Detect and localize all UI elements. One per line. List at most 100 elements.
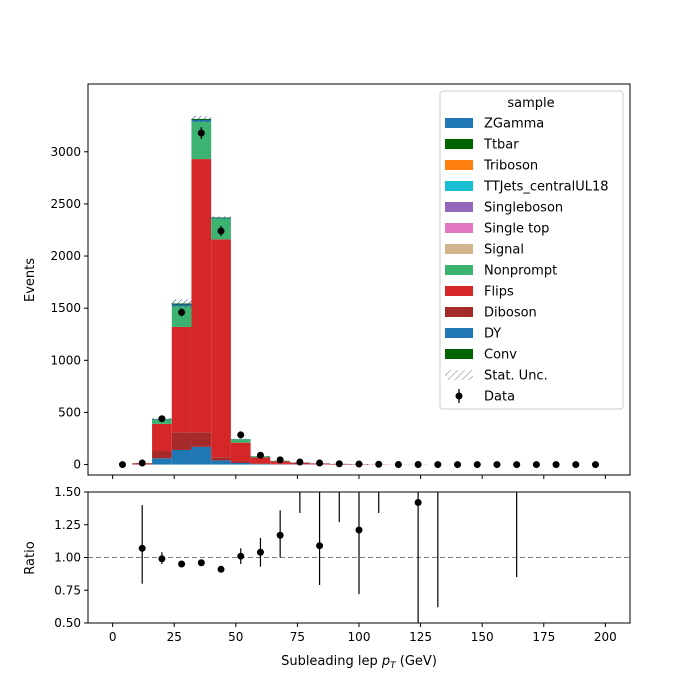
bar-dy-7: [250, 464, 271, 465]
bar-dy-2: [152, 458, 172, 465]
data-point-23: [572, 461, 580, 469]
data-point-11: [335, 460, 343, 468]
main-y-tick-label-1500: 1500: [50, 301, 81, 315]
legend-label-ttjets-centralul18: TTJets_centralUL18: [483, 180, 609, 195]
legend-swatch-single-top: [445, 223, 473, 233]
ratio-y-tick-label-1.5: 1.50: [54, 485, 81, 499]
legend-swatch-ttjets-centralul18: [445, 181, 473, 191]
data-point-24: [592, 461, 600, 469]
data-point-6: [237, 431, 245, 439]
bar-flips-5: [211, 239, 231, 458]
data-point-13: [375, 460, 383, 468]
ratio-point-6: [256, 548, 264, 556]
ratio-point-2: [178, 560, 186, 568]
ratio-point-0: [138, 544, 146, 552]
bar-dy-6: [230, 463, 251, 465]
ratio-point-3: [197, 559, 205, 567]
main-axes-frame: [87, 83, 631, 476]
ratio-x-tick-label-125: 125: [409, 630, 432, 644]
bar-diboson-7: [250, 463, 271, 465]
bar-nonprompt-3: [171, 306, 192, 327]
legend: sample ZGamma Ttbar Triboson TTJets_central…: [439, 90, 624, 410]
main-y-tick-label-500: 500: [58, 405, 81, 419]
legend-swatch-nonprompt: [445, 265, 473, 275]
stat-unc-band-4: [191, 115, 212, 123]
legend-swatch-signal: [445, 244, 473, 254]
legend-label-stat-unc-: Stat. Unc.: [484, 369, 548, 384]
x-axis-label-p: p: [381, 654, 390, 669]
data-point-18: [473, 461, 481, 469]
legend-label-triboson: Triboson: [483, 159, 538, 174]
bar-diboson-3: [171, 432, 192, 450]
bar-flips-4: [191, 159, 212, 433]
data-point-9: [296, 458, 304, 466]
data-point-7: [256, 451, 264, 459]
bar-diboson-5: [211, 457, 231, 461]
bar-diboson-4: [191, 432, 212, 447]
stack-bars: [132, 118, 428, 465]
bar-diboson-2: [152, 451, 172, 459]
legend-swatch-stat-unc: [445, 370, 473, 380]
legend-label-nonprompt: Nonprompt: [484, 264, 557, 279]
main-y-tick-label-3000: 3000: [50, 145, 81, 159]
main-y-label: Events: [23, 258, 38, 302]
stat-unc-band-6: [230, 438, 251, 440]
legend-title: sample: [507, 96, 554, 111]
legend-label-flips: Flips: [484, 285, 514, 300]
ratio-panel: 0.50 0.75 1.00 1.25 1.50 0 25 50 75 100 125 150 175…: [23, 485, 631, 671]
ratio-point-9: [316, 542, 324, 550]
legend-swatch-dy: [445, 328, 473, 338]
legend-label-single-top: Single top: [484, 222, 549, 237]
ratio-x-tick-label-150: 150: [471, 630, 494, 644]
data-point-5: [217, 227, 225, 235]
ratio-y-tick-label-1: 1.00: [54, 551, 81, 565]
ratio-point-7: [276, 531, 284, 539]
legend-label-dy: DY: [484, 327, 501, 342]
legend-frame: [439, 90, 624, 410]
data-point-15: [414, 460, 422, 468]
data-point-4: [197, 129, 205, 137]
data-point-12: [355, 460, 363, 468]
ratio-point-11: [355, 526, 363, 534]
legend-label-data: Data: [484, 390, 515, 405]
data-point-19: [493, 461, 501, 469]
ratio-x-tick-label-50: 50: [228, 630, 243, 644]
bar-flips-6: [230, 442, 251, 462]
bar-nonprompt-6: [230, 439, 251, 443]
main-y-tick-label-1000: 1000: [50, 353, 81, 367]
ratio-points: [138, 492, 518, 623]
ratio-y-tick-label-1.25: 1.25: [54, 518, 81, 532]
ratio-y-tick-label-0.5: 0.50: [54, 616, 81, 630]
legend-swatch-singleboson: [445, 202, 473, 212]
legend-label-zgamma: ZGamma: [484, 117, 544, 132]
legend-label-diboson: Diboson: [484, 306, 537, 321]
data-point-1: [138, 459, 146, 467]
data-point-0: [118, 461, 126, 469]
legend-swatch-ttbar: [445, 139, 473, 149]
ratio-x-tick-label-25: 25: [167, 630, 182, 644]
legend-label-singleboson: Singleboson: [484, 201, 563, 216]
bar-dy-4: [191, 446, 212, 465]
main-y-tick-label-0: 0: [73, 458, 81, 472]
legend-swatch-conv: [445, 349, 473, 359]
bar-dy-5: [211, 460, 231, 465]
main-y-tick-label-2500: 2500: [50, 197, 81, 211]
ratio-y-ticks: 0.50 0.75 1.00 1.25 1.50: [54, 485, 88, 630]
data-point-21: [532, 461, 540, 469]
x-axis-label-prefix: Subleading lep: [281, 654, 382, 669]
ratio-y-tick-label-0.75: 0.75: [54, 583, 81, 597]
legend-swatch-zgamma: [445, 118, 473, 128]
data-point-8: [276, 456, 284, 464]
x-axis-label: Subleading lep pT (GeV): [281, 654, 437, 671]
x-axis-label-sub: T: [390, 661, 397, 671]
data-point-22: [552, 461, 560, 469]
ratio-axes-frame: [87, 491, 631, 624]
bar-diboson-8: [270, 463, 291, 465]
data-point-3: [178, 308, 186, 316]
data-points: [118, 127, 600, 469]
bar-diboson-6: [230, 461, 251, 464]
data-point-17: [454, 461, 462, 469]
bar-dy-3: [171, 449, 192, 465]
ratio-x-ticks: 0 25 50 75 100 125 150 175 200: [109, 623, 617, 644]
